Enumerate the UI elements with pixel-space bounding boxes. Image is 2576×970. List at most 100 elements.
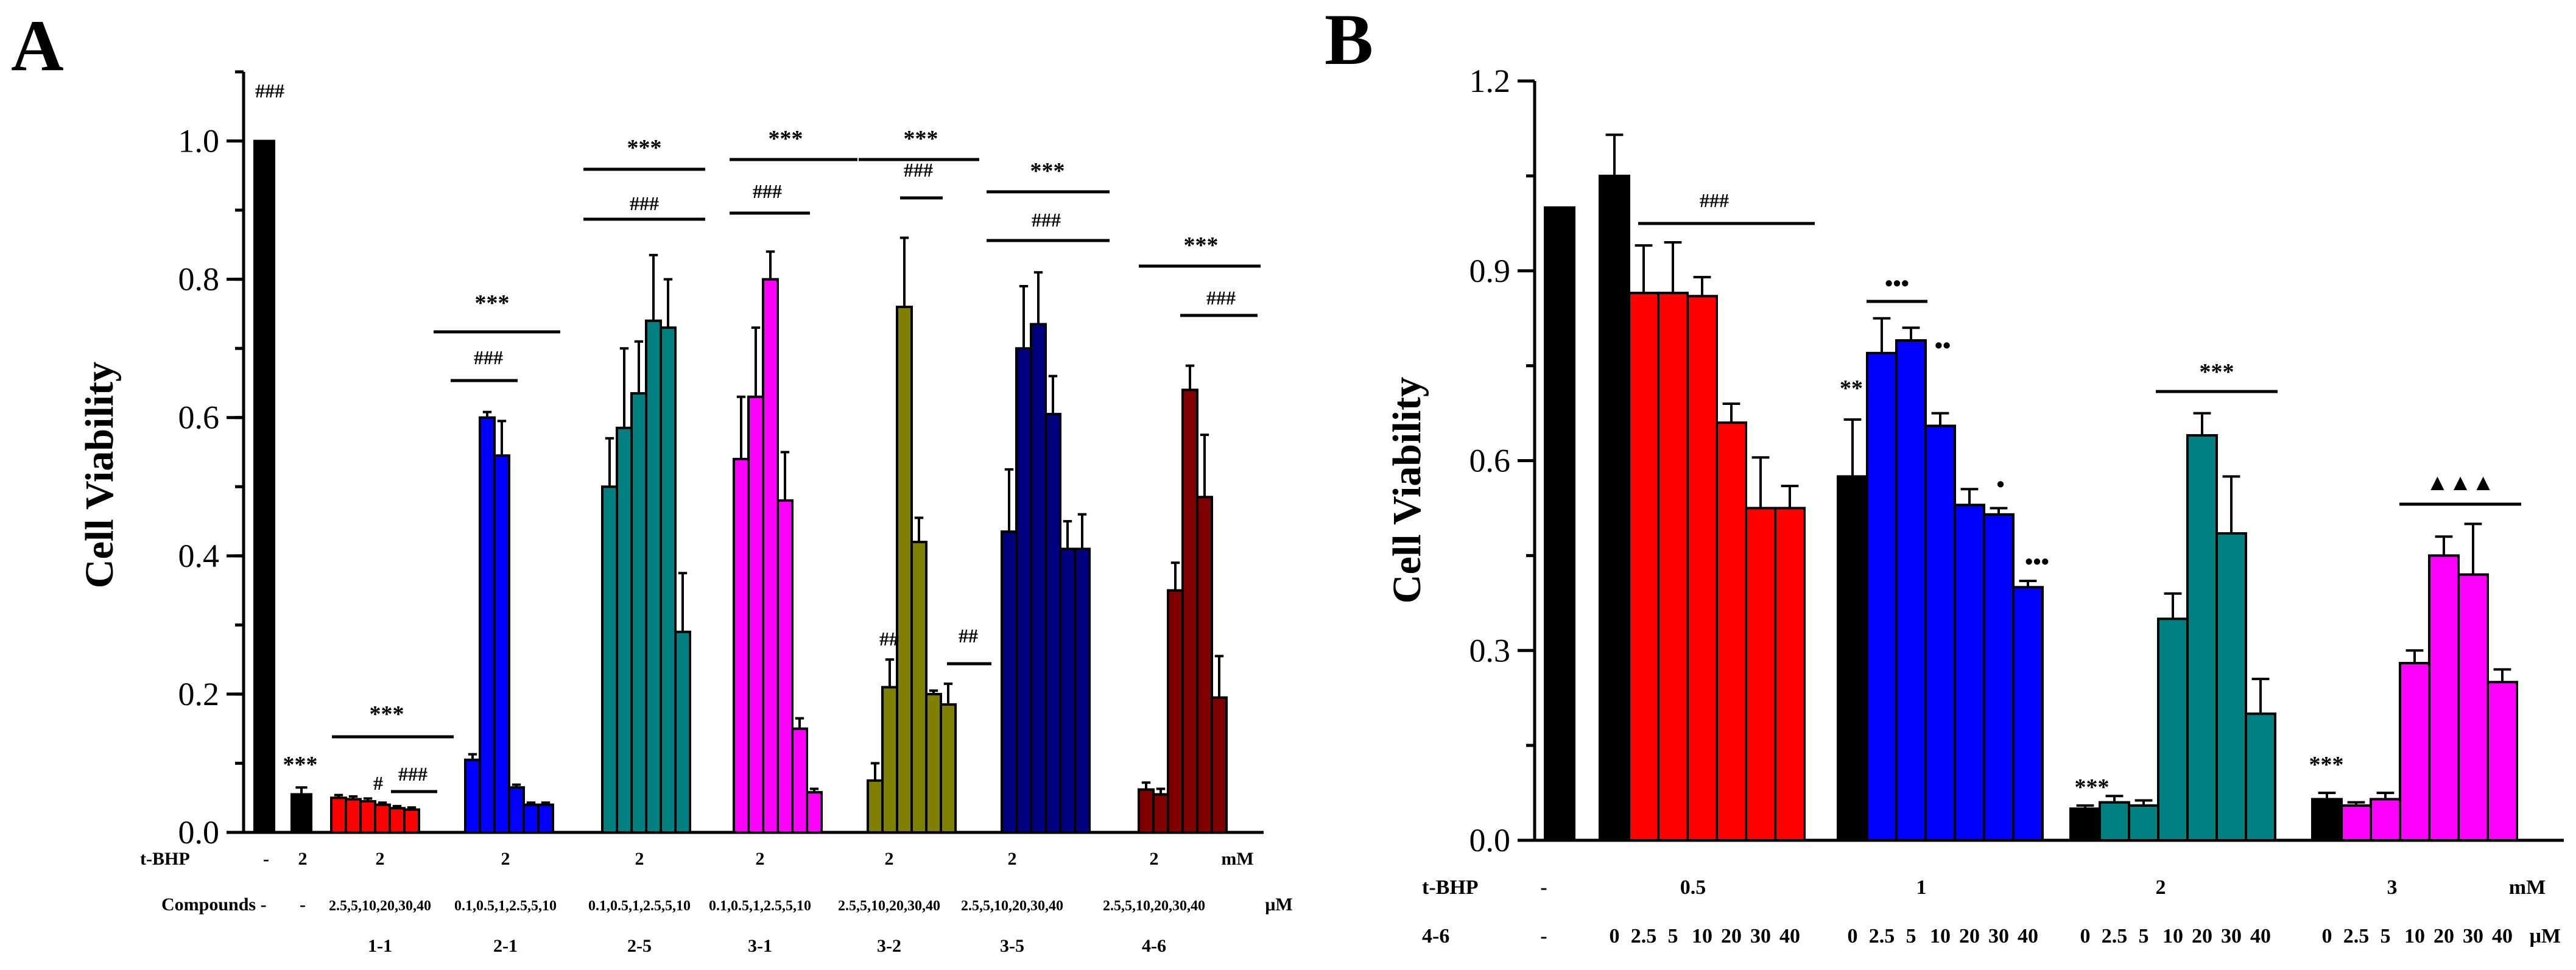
panel-a-condition-labels: t-BHP - 2 mM Compounds - - μM 2 2.5,5,10,20,30,4… [140,849,1293,956]
y-tick-label: 1.2 [1469,63,1511,99]
compound-name: 3-1 [748,936,772,956]
sig-0.5: ### [1700,189,1729,211]
sig-1-1-a: *** [370,701,404,727]
concentration-label: 0 [2322,925,2332,947]
tbhp-group: 3 [2387,876,2398,899]
sig-4-6-a: *** [1184,233,1219,258]
bar-3-1-0 [733,457,750,834]
model-bar [290,793,312,834]
panel-a-significance: ###******# ###***###***###***###***##### #… [255,80,1261,794]
sig-2-1-a: *** [475,290,510,316]
y-tick-label: 0.0 [1469,822,1511,859]
bar-tbhp1-4 [1954,504,1985,842]
bar-tbhp3-6 [2486,681,2518,842]
bar-1-1-3 [374,803,391,834]
bar-tbhp2-0 [2069,807,2101,842]
concentration-label: 30 [1988,925,2009,947]
tbhp-group: 2 [1150,849,1159,869]
bar-3-1-3 [776,499,794,834]
bar-3-5-2 [1030,323,1047,834]
sig-3-1-b: ### [753,180,782,202]
bar-1-1-4 [389,807,406,834]
concentration-list: 2.5,5,10,20,30,40 [838,898,940,914]
conc-unit: μM [2530,925,2561,947]
bar-tbhp0.5-3 [1686,295,1718,842]
concentration-label: 40 [2018,925,2038,947]
compound-name: 1-1 [368,936,392,956]
concentration-label: 0 [2080,925,2091,947]
sig-3-1-a: *** [769,126,803,152]
tbhp-unit: mM [1221,849,1253,869]
concentration-label: 2.5 [2343,925,2370,947]
tbhp-group: 0.5 [1680,876,1706,899]
bar-4-6-0 [1138,788,1155,834]
bar-2-5-4 [660,326,677,834]
panel-b-letter: B [1325,0,1373,80]
y-tick-label: 0.8 [178,261,220,298]
y-tick-label: 1.0 [178,123,220,160]
bar-3-1-5 [806,791,823,834]
bar-4-6-3 [1181,388,1198,834]
panel-a-axes: 0.0 0.2 0.4 0.6 0.8 1.0 [178,70,1264,851]
bar-tbhp1-2 [1895,339,1927,842]
bar-tbhp1-0 [1837,475,1868,842]
bar-tbhp3-5 [2457,573,2489,842]
tbhp-model: 2 [298,849,308,869]
bar-tbhp0.5-2 [1657,292,1689,842]
bar-1-1-2 [359,800,376,834]
tbhp-group: 2 [2156,876,2166,899]
compound-name: 3-2 [877,936,901,956]
sig-1-1-c: ### [398,763,428,785]
sig-1-e: ••• [2025,549,2049,575]
bar-3-1-4 [791,727,808,834]
bar-3-5-0 [1001,530,1018,834]
concentration-label: 5 [1668,925,1678,947]
concentration-label: 20 [1721,925,1742,947]
y-tick-label: 0.3 [1469,632,1511,669]
bar-tbhp1-3 [1924,424,1956,842]
bar-tbhp0.5-4 [1716,421,1747,842]
bar-4-6-4 [1196,496,1213,834]
concentration-list: 2.5,5,10,20,30,40 [1103,898,1205,914]
bar-3-2-4 [925,692,942,834]
sig-3-2-b: ### [904,159,933,181]
concentration-label: 5 [2381,925,2391,947]
bar-3-5-4 [1059,547,1076,834]
tbhp-group: 2 [1008,849,1017,869]
bar-1-1-1 [345,798,362,834]
concentration-label: 2.5 [2102,925,2128,947]
concentration-label: 5 [1906,925,1916,947]
bar-2-1-2 [493,454,510,834]
bar-2-1-3 [508,786,525,834]
sig-2-5-b: ### [630,192,659,214]
bar-4-6-2 [1167,589,1184,834]
bar-3-1-2 [762,278,779,834]
sig-2-a: *** [2075,775,2110,800]
panel-b-y-axis-label: Cell Viability [1385,377,1429,603]
bar-tbhp3-3 [2399,662,2430,842]
bar-3-5-5 [1074,547,1091,834]
bar-2-1-1 [479,416,496,834]
tbhp-unit: mM [2509,876,2546,899]
bar-2-1-0 [464,758,481,834]
bar-2-1-5 [537,803,554,834]
bar-tbhp2-4 [2186,434,2218,842]
row-label-compounds: Compounds - [161,894,267,915]
bar-4-6-5 [1211,696,1228,834]
concentration-label: 0 [1848,925,1858,947]
concentration-label: 20 [2433,925,2454,947]
bar-tbhp0.5-6 [1774,507,1806,842]
compound-name: 2-1 [493,936,518,956]
bar-tbhp3-4 [2428,554,2460,842]
concentration-list: 0.1,0.5,1,2.5,5,10 [588,898,691,914]
bar-3-2-1 [881,686,898,834]
sig-1-b: ••• [1885,271,1909,297]
bar-4-6-1 [1152,793,1169,834]
concentration-label: 0 [1610,925,1620,947]
tbhp-group: 2 [756,849,765,869]
concentration-list: 0.1,0.5,1,2.5,5,10 [709,898,811,914]
control-bar [1544,206,1575,842]
concentration-label: 10 [2404,925,2425,947]
sig-4-6-b: ### [1206,287,1236,309]
